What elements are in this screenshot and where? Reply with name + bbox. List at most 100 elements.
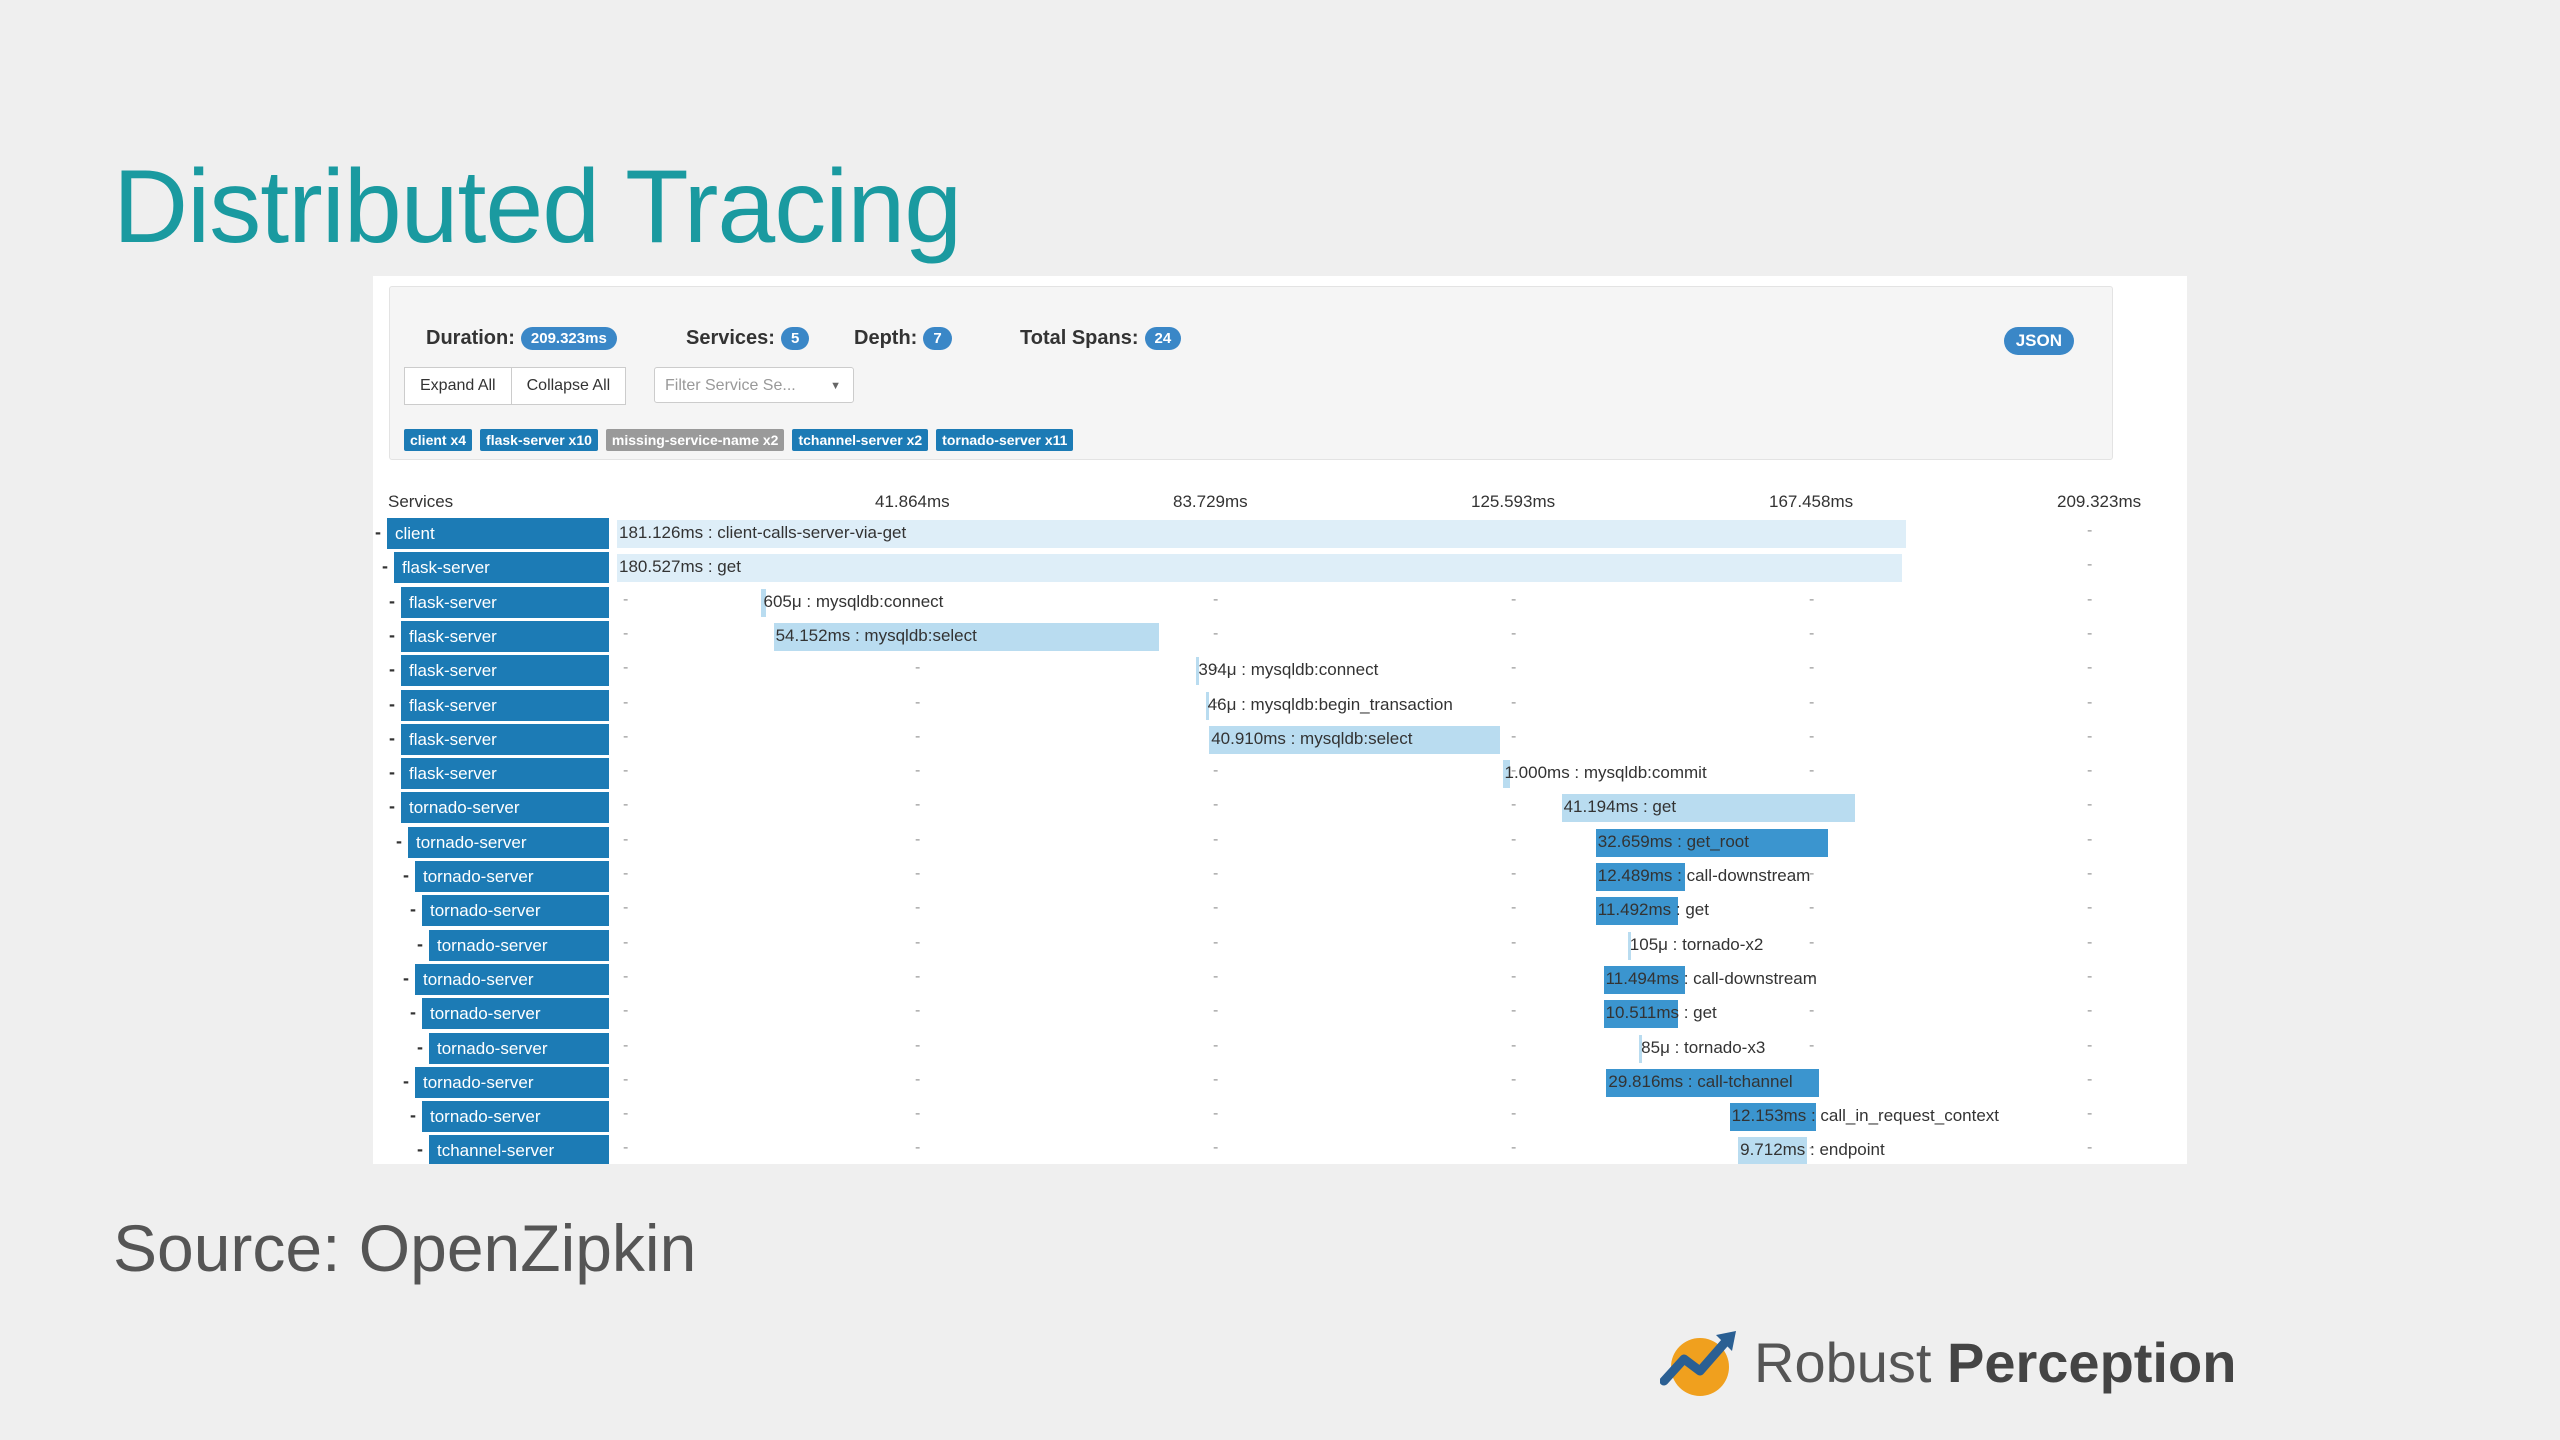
gridline-marker: - <box>1511 590 1517 608</box>
gridline-marker: - <box>2087 967 2093 985</box>
service-name-cell[interactable]: flask-server <box>394 552 609 584</box>
collapse-toggle-icon[interactable]: - <box>410 1105 416 1126</box>
service-name-cell[interactable]: flask-server <box>401 758 609 790</box>
service-name-cell[interactable]: flask-server <box>401 723 609 755</box>
span-row[interactable]: -flask-server------54.152ms : mysqldb:se… <box>373 620 2187 655</box>
service-name-cell[interactable]: tornado-server <box>415 963 609 995</box>
service-name-cell[interactable]: tornado-server <box>401 792 609 824</box>
span-duration-bar[interactable] <box>1639 1034 1643 1063</box>
span-duration-bar[interactable] <box>1738 1137 1808 1164</box>
service-chip[interactable]: missing-service-name x2 <box>605 429 785 451</box>
span-row[interactable]: - tornado-server - - - - - -11.492ms : get <box>373 895 2187 929</box>
time-tick-label: 209.323ms <box>2057 492 2142 511</box>
service-name-cell[interactable]: flask-server <box>401 620 609 652</box>
collapse-toggle-icon[interactable]: - <box>403 865 409 885</box>
collapse-toggle-icon[interactable]: - <box>382 556 388 577</box>
filter-service-select[interactable]: Filter Service Se... ▼ <box>654 367 854 403</box>
collapse-toggle-icon[interactable]: - <box>389 590 395 611</box>
span-row[interactable]: - tornado-server - - - - - -11.494ms : call-dow… <box>373 963 2187 998</box>
span-duration-bar[interactable] <box>761 588 766 617</box>
span-duration-bar[interactable] <box>1595 863 1685 891</box>
service-name-cell[interactable]: flask-server <box>401 689 609 721</box>
span-row[interactable]: -tornado-server------41.194ms : get <box>373 792 2187 826</box>
gridline-marker: - <box>1213 624 1219 642</box>
gridline-marker: - <box>623 693 629 711</box>
span-duration-bar[interactable] <box>1209 725 1501 754</box>
service-chip[interactable]: tornado-server x11 <box>936 429 1074 451</box>
span-row[interactable]: - tornado-server - - - - - -10.511ms : get <box>373 998 2187 1032</box>
service-name-cell[interactable]: tornado-server <box>415 1066 609 1098</box>
service-chips: client x4 flask-server x10 missing-service… <box>404 429 1081 451</box>
span-duration-bar[interactable] <box>1561 794 1855 823</box>
collapse-toggle-icon[interactable]: - <box>389 727 395 748</box>
collapse-toggle-icon[interactable]: - <box>403 967 409 988</box>
span-row[interactable]: -tornado-server------32.659ms : get_root <box>373 826 2187 861</box>
span-row[interactable]: -tornado-server------12.153ms : call_in_… <box>373 1101 2187 1135</box>
span-duration-bar[interactable] <box>1729 1103 1817 1132</box>
slide-title: Distributed Tracing <box>113 149 962 265</box>
span-row[interactable]: - flask-server - - - - - -46μ : mysqldb:begin_t… <box>373 689 2187 724</box>
span-duration-bar[interactable] <box>617 520 1907 548</box>
collapse-toggle-icon[interactable]: - <box>410 899 416 920</box>
service-name-cell[interactable]: tornado-server <box>422 998 609 1030</box>
gridline-marker: - <box>915 1139 921 1157</box>
service-chip[interactable]: flask-server x10 <box>480 429 598 451</box>
collapse-toggle-icon[interactable]: - <box>417 1036 423 1057</box>
collapse-toggle-icon[interactable]: - <box>410 1002 416 1023</box>
span-duration-bar[interactable] <box>1603 1000 1679 1029</box>
service-name-cell[interactable]: tornado-server <box>415 861 609 892</box>
span-duration-bar[interactable] <box>1627 931 1631 960</box>
service-name-cell[interactable]: flask-server <box>401 655 609 687</box>
span-row[interactable]: -flask-server------40.910ms : mysqldb:se… <box>373 723 2187 758</box>
span-row[interactable]: -flask-server------180.527ms : get <box>373 552 2187 586</box>
span-duration-bar[interactable] <box>1502 760 1510 789</box>
gridline-marker: - <box>1511 967 1517 985</box>
service-name-cell[interactable]: client <box>387 518 609 549</box>
collapse-toggle-icon[interactable]: - <box>389 796 395 817</box>
gridline-marker: - <box>1213 1036 1219 1054</box>
gridline-marker: - <box>1809 727 1815 745</box>
collapse-all-button[interactable]: Collapse All <box>511 367 627 405</box>
span-duration-bar[interactable] <box>1595 828 1829 857</box>
service-name-cell[interactable]: tornado-server <box>422 1101 609 1133</box>
brand-name-regular: Robust <box>1754 1330 1932 1394</box>
service-name-cell[interactable]: flask-server <box>401 586 609 618</box>
collapse-toggle-icon[interactable]: - <box>389 762 395 783</box>
span-row[interactable]: - tornado-server - - - - - -85μ : tornado-x3 <box>373 1032 2187 1067</box>
span-row[interactable]: -client------181.126ms : client-calls-se… <box>373 518 2187 552</box>
collapse-toggle-icon[interactable]: - <box>389 624 395 645</box>
duration-stat: Duration: 209.323ms <box>426 327 617 350</box>
collapse-toggle-icon[interactable]: - <box>417 1139 423 1160</box>
collapse-toggle-icon[interactable]: - <box>389 659 395 680</box>
collapse-toggle-icon[interactable]: - <box>417 933 423 954</box>
service-chip[interactable]: tchannel-server x2 <box>792 429 929 451</box>
span-row[interactable]: - flask-server - - - - - -605μ : mysqldb:connec… <box>373 586 2187 621</box>
span-row[interactable]: - tornado-server - - - - - -12.489ms : call-dow… <box>373 861 2187 895</box>
span-row[interactable]: - flask-server - - - - - -394μ : mysqldb:connec… <box>373 655 2187 689</box>
service-name-cell[interactable]: tornado-server <box>408 826 609 858</box>
gridline-marker: - <box>915 865 921 882</box>
span-duration-bar[interactable] <box>617 554 1903 583</box>
span-duration-bar[interactable] <box>1595 897 1678 926</box>
expand-all-button[interactable]: Expand All <box>404 367 512 405</box>
span-row[interactable]: - flask-server - - - - - -1.000ms : mysqldb:com… <box>373 758 2187 792</box>
span-duration-bar[interactable] <box>1603 965 1686 994</box>
collapse-toggle-icon[interactable]: - <box>389 693 395 714</box>
json-button[interactable]: JSON <box>2003 327 2074 355</box>
collapse-toggle-icon[interactable]: - <box>396 830 402 851</box>
span-duration-bar[interactable] <box>1196 657 1200 686</box>
service-chip[interactable]: client x4 <box>404 429 473 451</box>
service-name-cell[interactable]: tchannel-server <box>429 1135 609 1164</box>
span-duration-bar[interactable] <box>773 622 1160 651</box>
collapse-toggle-icon[interactable]: - <box>375 522 381 542</box>
service-name-cell[interactable]: tornado-server <box>429 1032 609 1064</box>
span-row[interactable]: - tchannel-server - - - - - -9.712ms : endpoint <box>373 1135 2187 1164</box>
span-duration-bar[interactable] <box>1205 691 1209 720</box>
service-name-cell[interactable]: tornado-server <box>422 895 609 927</box>
service-name-cell[interactable]: tornado-server <box>429 929 609 961</box>
collapse-toggle-icon[interactable]: - <box>403 1070 409 1091</box>
span-duration-bar[interactable] <box>1606 1068 1819 1097</box>
span-row[interactable]: -tornado-server------29.816ms : call-tch… <box>373 1066 2187 1101</box>
span-row[interactable]: - tornado-server - - - - - -105μ : tornado-x2 <box>373 929 2187 964</box>
gridline-marker: - <box>1213 590 1219 608</box>
